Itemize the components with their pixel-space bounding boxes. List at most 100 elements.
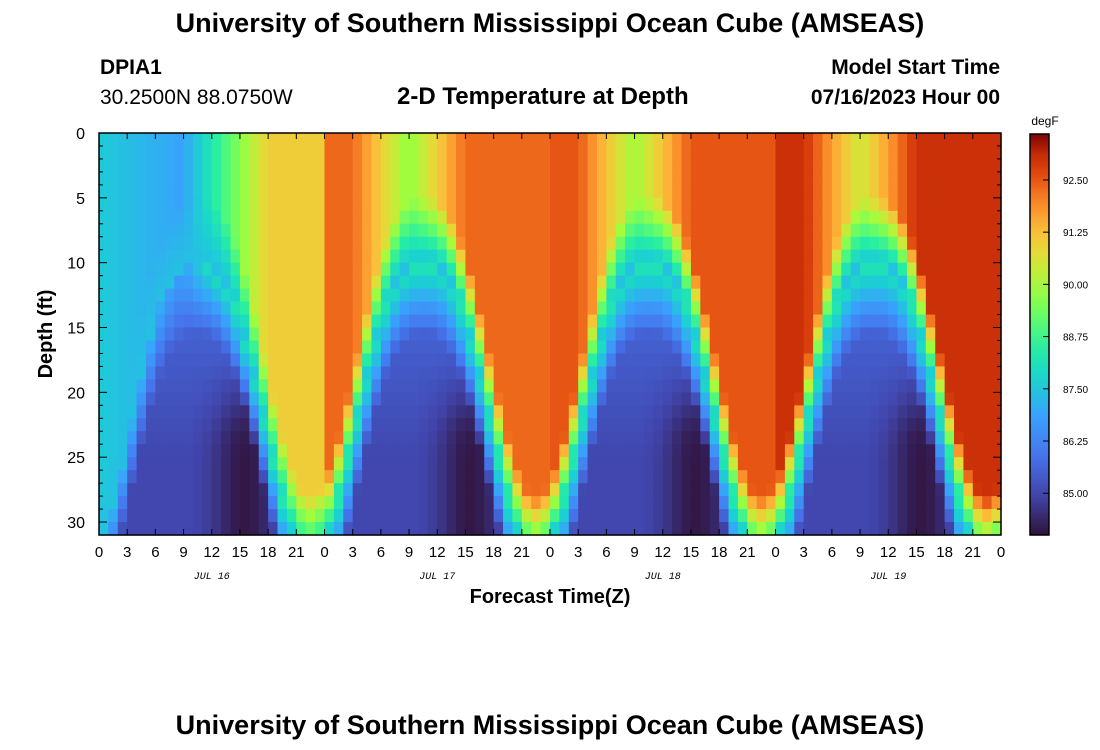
heatmap-cell: [277, 223, 288, 238]
heatmap-cell: [954, 314, 965, 329]
heatmap-cell: [258, 340, 269, 355]
heatmap-cell: [756, 392, 767, 406]
heatmap-cell: [587, 171, 598, 186]
heatmap-cell: [192, 457, 203, 471]
heatmap-cell: [183, 223, 194, 238]
heatmap-cell: [634, 457, 645, 471]
heatmap-cell: [136, 171, 147, 186]
heatmap-cell: [268, 236, 279, 251]
heatmap-cell: [662, 444, 673, 458]
heatmap-cell: [521, 457, 532, 471]
heatmap-cell: [606, 275, 617, 290]
heatmap-cell: [390, 301, 401, 316]
heatmap-cell: [813, 145, 824, 160]
heatmap-cell: [568, 483, 579, 497]
heatmap-cell: [127, 184, 138, 199]
heatmap-cell: [813, 457, 824, 471]
heatmap-cell: [540, 197, 551, 212]
heatmap-cell: [841, 184, 852, 199]
heatmap-cell: [484, 353, 495, 368]
heatmap-cell: [99, 158, 109, 173]
heatmap-cell: [324, 470, 335, 484]
heatmap-cell: [860, 340, 871, 355]
heatmap-cell: [700, 405, 711, 419]
heatmap-cell: [709, 262, 720, 277]
heatmap-cell: [493, 379, 504, 393]
heatmap-cell: [831, 158, 842, 173]
heatmap-cell: [944, 314, 955, 329]
heatmap-cell: [192, 210, 203, 225]
heatmap-cell: [672, 171, 683, 186]
heatmap-cell: [831, 133, 842, 147]
heatmap-cell: [183, 431, 194, 445]
heatmap-cell: [653, 353, 664, 368]
heatmap-cell: [437, 418, 448, 432]
heatmap-cell: [465, 431, 476, 445]
heatmap-cell: [841, 158, 852, 173]
heatmap-cell: [982, 522, 993, 536]
heatmap-cell: [512, 522, 523, 536]
heatmap-cell: [653, 444, 664, 458]
heatmap-cell: [174, 158, 185, 173]
heatmap-cell: [897, 366, 908, 380]
heatmap-cell: [512, 327, 523, 342]
heatmap-cell: [380, 145, 391, 160]
heatmap-cell: [606, 210, 617, 225]
heatmap-cell: [418, 249, 429, 264]
heatmap-cell: [925, 171, 936, 186]
heatmap-cell: [183, 353, 194, 368]
heatmap-cell: [662, 353, 673, 368]
heatmap-cell: [756, 210, 767, 225]
heatmap-cell: [653, 418, 664, 432]
heatmap-cell: [690, 158, 701, 173]
heatmap-cell: [371, 275, 382, 290]
heatmap-cell: [596, 133, 607, 147]
heatmap-cell: [503, 366, 514, 380]
heatmap-cell: [935, 314, 946, 329]
heatmap-cell: [954, 210, 965, 225]
heatmap-cell: [474, 223, 485, 238]
heatmap-cell: [108, 275, 119, 290]
heatmap-cell: [164, 340, 175, 355]
heatmap-cell: [803, 223, 814, 238]
x-axis: 0 3 6 9 12 15 18 21 0 3 6 9 12 15 18 21 0 3 6 9 12 15 18 21 0 3 6 9…: [95, 133, 1005, 583]
heatmap-cell: [117, 522, 128, 536]
heatmap-cell: [690, 171, 701, 186]
heatmap-cell: [747, 444, 758, 458]
heatmap-cell: [145, 145, 156, 160]
heatmap-cell: [991, 405, 1002, 419]
heatmap-cell: [737, 249, 748, 264]
heatmap-cell: [333, 158, 344, 173]
heatmap-cell: [653, 509, 664, 523]
heatmap-cell: [427, 509, 438, 523]
heatmap-cell: [982, 340, 993, 355]
heatmap-cell: [427, 158, 438, 173]
heatmap-cell: [803, 262, 814, 277]
heatmap-cell: [352, 301, 363, 316]
heatmap-cell: [878, 262, 889, 277]
heatmap-cell: [822, 145, 833, 160]
heatmap-cell: [784, 197, 795, 212]
heatmap-cell: [277, 353, 288, 368]
heatmap-cell: [305, 301, 316, 316]
heatmap-cell: [813, 496, 824, 510]
heatmap-cell: [202, 418, 213, 432]
heatmap-cell: [437, 158, 448, 173]
heatmap-cell: [587, 470, 598, 484]
heatmap-cell: [831, 327, 842, 342]
heatmap-cell: [813, 223, 824, 238]
heatmap-cell: [465, 457, 476, 471]
heatmap-cell: [982, 418, 993, 432]
model-start-time: 07/16/2023 Hour 00: [810, 86, 1000, 109]
heatmap-cell: [775, 314, 786, 329]
heatmap-cell: [737, 405, 748, 419]
heatmap-cell: [615, 457, 626, 471]
heatmap-cell: [333, 405, 344, 419]
heatmap-cell: [305, 184, 316, 199]
heatmap-cell: [850, 353, 861, 368]
heatmap-cell: [578, 522, 589, 536]
heatmap-cell: [596, 301, 607, 316]
heatmap-cell: [258, 158, 269, 173]
heatmap-cell: [230, 483, 241, 497]
heatmap-cell: [794, 236, 805, 251]
